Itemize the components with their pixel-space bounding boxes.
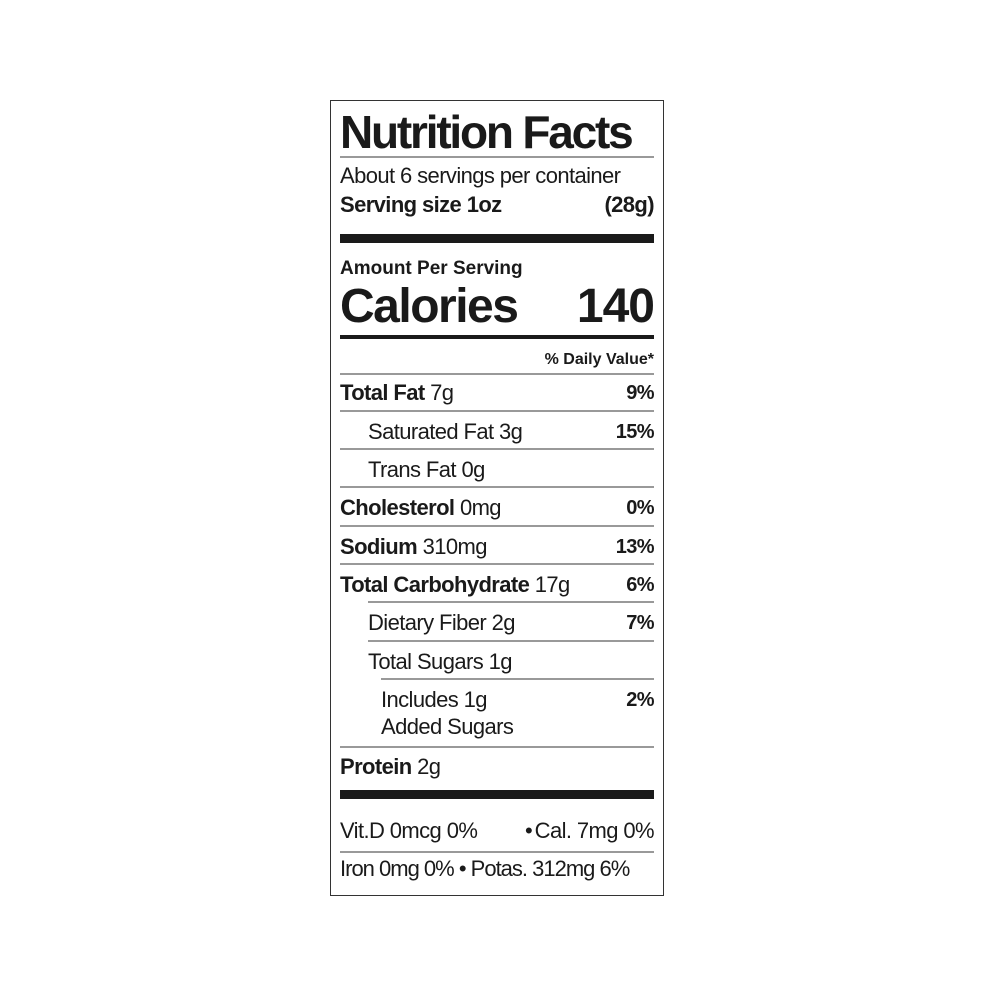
nutrient-dv: 7% <box>626 612 654 634</box>
divider <box>340 448 654 450</box>
nutrient-name: Dietary Fiber <box>368 610 487 635</box>
nutrient-name: Saturated Fat <box>368 419 494 444</box>
divider <box>340 410 654 412</box>
thick-divider <box>340 790 654 799</box>
divider <box>340 156 654 158</box>
nutrient-dv: 9% <box>626 382 654 404</box>
nutrient-name: Protein <box>340 754 412 779</box>
micros-line-1-left: Vit.D 0mcg 0% <box>340 818 478 843</box>
nutrient-amount: 17g <box>534 572 571 597</box>
nutrient-amount: 0mg <box>459 495 502 520</box>
micros-line-1-right: Cal. 7mg 0% <box>534 818 655 843</box>
divider <box>340 373 654 375</box>
nutrient-name: Total Sugars <box>368 649 484 674</box>
nutrient-dv: 15% <box>615 421 655 443</box>
nutrient-dv: 13% <box>615 536 655 558</box>
nutrient-name: Total Carbohydrate <box>340 572 530 597</box>
calories-label: Calories <box>340 280 519 333</box>
thick-divider <box>340 234 654 243</box>
nutrient-amount: 310mg <box>422 534 488 559</box>
servings-per-container: About 6 servings per container <box>340 163 621 188</box>
divider <box>368 601 654 603</box>
medium-divider <box>340 335 654 339</box>
nutrient-amount: 7g <box>430 380 454 405</box>
divider <box>381 678 654 680</box>
divider <box>340 746 654 748</box>
nutrient-dv: 0% <box>626 497 654 519</box>
nutrient-dv: 2% <box>626 689 654 711</box>
divider <box>340 525 654 527</box>
divider <box>340 486 654 488</box>
micros-line-2: Iron 0mg 0% • Potas. 312mg 6% <box>340 856 630 881</box>
nutrient-name: Sodium <box>340 534 418 559</box>
nutrient-name: Trans Fat <box>368 457 457 482</box>
serving-size-grams: (28g) <box>604 192 654 217</box>
nutrient-amount: Added Sugars <box>381 714 514 739</box>
divider <box>340 563 654 565</box>
label-title: Nutrition Facts <box>340 106 634 158</box>
daily-value-header: % Daily Value* <box>544 351 654 368</box>
nutrient-amount: 1g <box>488 649 513 674</box>
nutrient-amount: 2g <box>491 610 516 635</box>
micros-line-1-bullet: • <box>525 818 533 843</box>
nutrient-dv: 6% <box>626 574 654 596</box>
divider <box>340 851 654 853</box>
nutrition-facts-label: Nutrition Facts About 6 servings per con… <box>330 100 664 896</box>
amount-per-serving: Amount Per Serving <box>340 258 523 279</box>
nutrient-name: Total Fat <box>340 380 425 405</box>
calories-value: 140 <box>576 280 655 333</box>
nutrient-amount: 3g <box>499 419 523 444</box>
serving-size-label: Serving size 1oz <box>340 192 502 217</box>
nutrient-name: Includes 1g <box>381 687 488 712</box>
nutrient-amount: 2g <box>417 754 441 779</box>
divider <box>368 640 654 642</box>
nutrient-name: Cholesterol <box>340 495 455 520</box>
nutrient-amount: 0g <box>461 457 485 482</box>
